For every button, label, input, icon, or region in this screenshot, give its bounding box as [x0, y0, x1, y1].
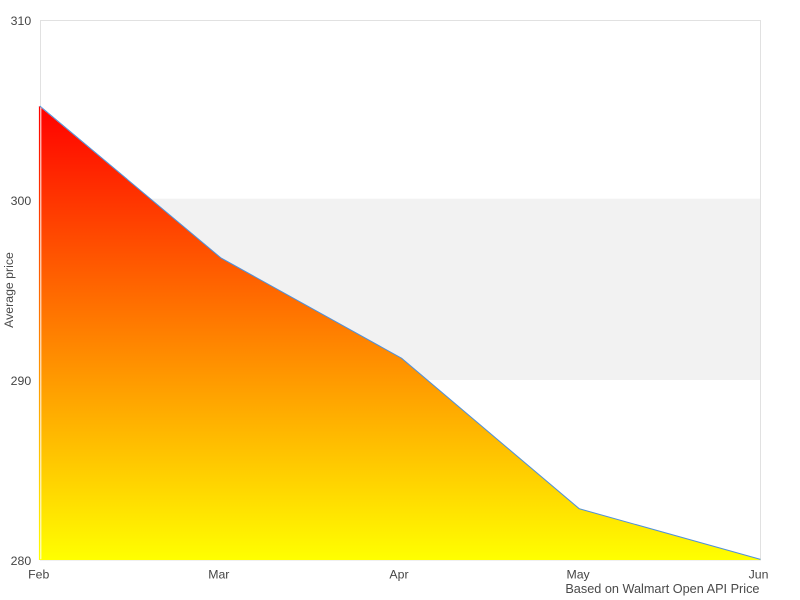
- svg-text:Feb: Feb: [28, 568, 49, 582]
- svg-text:300: 300: [11, 194, 32, 208]
- svg-text:310: 310: [11, 14, 32, 28]
- svg-text:280: 280: [11, 554, 32, 568]
- svg-text:Mar: Mar: [208, 568, 229, 582]
- svg-text:290: 290: [11, 374, 32, 388]
- svg-text:Jun: Jun: [749, 568, 769, 582]
- svg-text:Based on Walmart Open API Pric: Based on Walmart Open API Price: [565, 582, 759, 596]
- svg-text:Average price: Average price: [2, 252, 16, 328]
- svg-text:Apr: Apr: [389, 568, 408, 582]
- svg-text:May: May: [566, 568, 590, 582]
